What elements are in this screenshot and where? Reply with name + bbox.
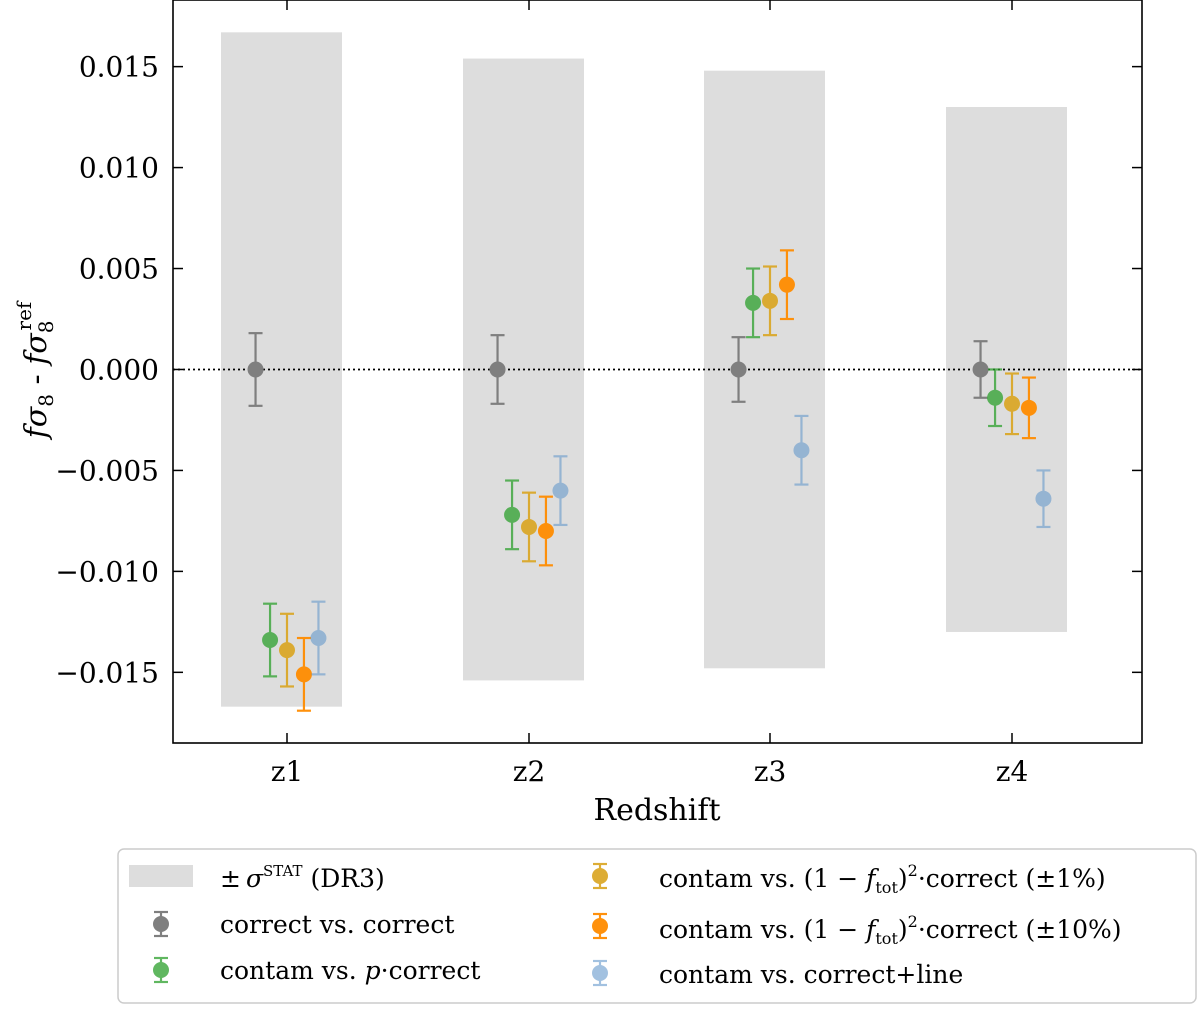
y-axis-label: fσ8 - fσ8ref: [12, 300, 58, 440]
y-tick-label: −0.015: [55, 656, 159, 689]
point-s2-z1: [279, 612, 295, 688]
point-marker: [793, 442, 810, 459]
point-s1-z2: [504, 479, 521, 551]
point-marker: [592, 868, 608, 884]
legend-marker-s4: [592, 959, 608, 987]
x-tick-label: z1: [271, 755, 304, 788]
point-marker: [521, 518, 537, 535]
stat-band-z1: [221, 32, 342, 707]
point-marker: [762, 292, 778, 309]
ylabel-sub2: 8: [34, 320, 58, 333]
ylabel-sub: 8: [34, 394, 58, 407]
point-s0-z3: [730, 336, 747, 403]
point-marker: [295, 666, 312, 683]
point-s2-z2: [521, 491, 537, 563]
point-s3-z4: [1020, 376, 1037, 440]
point-marker: [537, 523, 554, 540]
point-marker: [972, 361, 989, 378]
y-tick-label: 0.000: [79, 353, 159, 386]
legend-frame: [117, 848, 1197, 1004]
point-marker: [778, 276, 795, 293]
point-s3-z2: [537, 495, 554, 567]
plot-frame: [172, 0, 1143, 744]
y-tick-label: 0.010: [79, 152, 159, 185]
point-marker: [262, 632, 279, 649]
point-marker: [730, 361, 747, 378]
legend: ± σSTAT (DR3) correct vs. correct contam …: [117, 848, 1197, 1004]
legend-marker-s3: [592, 912, 608, 940]
x-tick-label: z2: [513, 755, 546, 788]
x-tick-label: z3: [754, 755, 787, 788]
legend-marker-s2: [592, 862, 608, 890]
point-s4-z3: [793, 414, 810, 486]
point-marker: [592, 918, 608, 934]
point-s1-z4: [987, 368, 1004, 428]
point-s4-z4: [1035, 469, 1052, 529]
point-marker: [310, 630, 327, 647]
data-points: [247, 249, 1052, 712]
legend-label-ftot-10pct: contam vs. (1 − ftot)2·correct (±10%): [659, 912, 1122, 948]
point-marker: [489, 361, 506, 378]
point-marker: [247, 361, 264, 378]
point-s0-z2: [489, 334, 506, 405]
point-marker: [153, 916, 169, 932]
point-s1-z1: [262, 602, 279, 678]
ylabel-main2: fσ: [19, 332, 54, 367]
point-marker: [279, 642, 295, 659]
point-marker: [592, 965, 608, 981]
point-s2-z3: [762, 265, 778, 337]
x-tick-label: z4: [996, 755, 1029, 788]
stat-band-z4: [946, 107, 1067, 632]
point-s2-z4: [1004, 372, 1020, 436]
point-s0-z4: [972, 340, 989, 399]
legend-label-ftot-1pct: contam vs. (1 − ftot)2·correct (±1%): [659, 861, 1106, 897]
point-marker: [1004, 395, 1020, 412]
y-tick-label: 0.015: [79, 51, 159, 84]
point-marker: [1035, 490, 1052, 507]
legend-label-stat-band: ± σSTAT (DR3): [220, 862, 385, 893]
ylabel-sup2: ref: [12, 300, 36, 330]
point-s3-z3: [778, 249, 795, 321]
ylabel-sep: -: [19, 365, 54, 394]
legend-marker-s1: [153, 956, 169, 984]
point-s0-z1: [247, 332, 264, 407]
y-tick-label: 0.005: [79, 253, 159, 286]
point-s4-z2: [552, 455, 569, 527]
point-s1-z3: [745, 267, 762, 339]
point-s4-z1: [310, 600, 327, 676]
y-tick-label: −0.010: [55, 555, 159, 588]
point-s3-z1: [295, 636, 312, 712]
x-axis-label: Redshift: [593, 793, 720, 828]
legend-markers: [129, 862, 608, 987]
y-tick-label: −0.005: [55, 454, 159, 487]
legend-marker-stat-band: [129, 865, 193, 887]
legend-label-p-correct: contam vs. p·correct: [220, 956, 480, 985]
legend-label-correct-vs-correct: correct vs. correct: [220, 910, 454, 939]
point-marker: [153, 962, 169, 978]
point-marker: [552, 482, 569, 499]
point-marker: [1020, 399, 1037, 416]
point-marker: [987, 389, 1004, 406]
point-marker: [745, 294, 762, 311]
x-axis: z1 z2 z3 z4: [271, 0, 1029, 788]
legend-marker-s0: [153, 910, 169, 938]
ylabel-main: fσ: [19, 405, 54, 440]
legend-label-correct-plus-line: contam vs. correct+line: [659, 960, 963, 989]
point-marker: [504, 506, 521, 523]
y-axis: −0.015 −0.010 −0.005 0.000 0.005 0.010 0.015: [55, 51, 1142, 689]
